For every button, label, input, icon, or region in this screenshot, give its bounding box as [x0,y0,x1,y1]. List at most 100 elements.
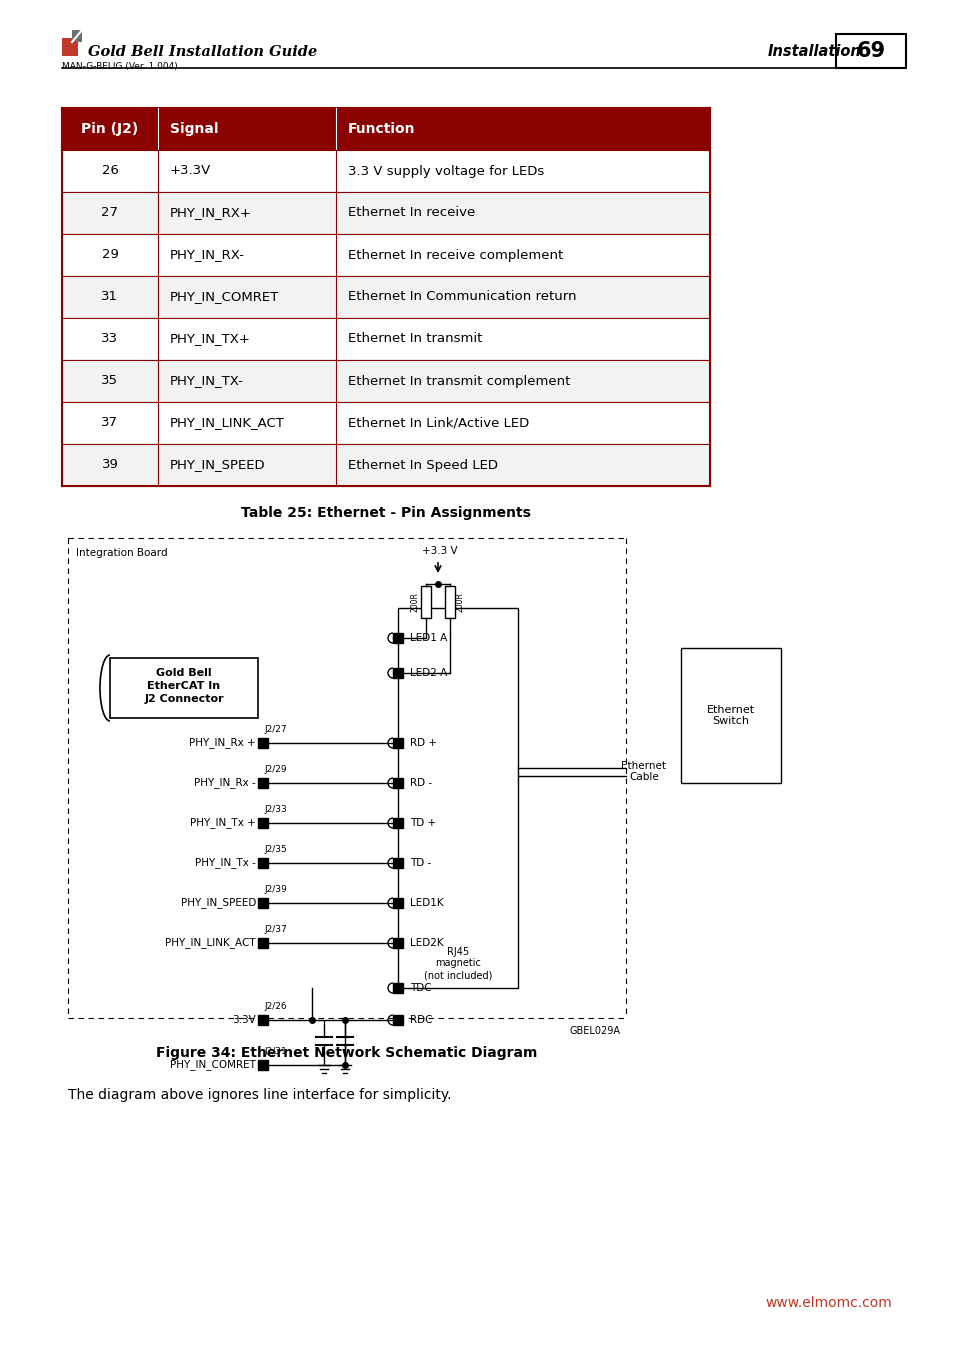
Text: J2/35: J2/35 [264,845,287,855]
Text: Ethernet In Speed LED: Ethernet In Speed LED [348,459,497,471]
FancyBboxPatch shape [257,818,268,828]
Text: PHY_IN_Rx -: PHY_IN_Rx - [194,778,255,788]
FancyBboxPatch shape [257,1015,268,1025]
FancyBboxPatch shape [257,938,268,948]
Text: Ethernet In transmit complement: Ethernet In transmit complement [348,374,570,387]
Text: www.elmomc.com: www.elmomc.com [764,1296,891,1310]
FancyBboxPatch shape [680,648,781,783]
Text: 26: 26 [101,165,118,177]
Text: J2/37: J2/37 [264,925,287,934]
Text: TDC: TDC [410,983,431,994]
FancyBboxPatch shape [393,633,402,643]
FancyBboxPatch shape [393,818,402,828]
Text: Ethernet In transmit: Ethernet In transmit [348,332,482,346]
Text: J2/33: J2/33 [264,805,287,814]
Text: Installation: Installation [767,45,861,59]
FancyBboxPatch shape [62,444,709,486]
Text: 200R: 200R [411,593,419,612]
Text: Function: Function [348,122,416,136]
Text: TD +: TD + [410,818,436,828]
Text: 3.3 V supply voltage for LEDs: 3.3 V supply voltage for LEDs [348,165,544,177]
FancyBboxPatch shape [62,38,78,55]
Text: PHY_IN_RX-: PHY_IN_RX- [170,248,245,262]
FancyBboxPatch shape [110,657,257,718]
Text: Ethernet
Switch: Ethernet Switch [706,705,754,726]
FancyBboxPatch shape [62,108,709,150]
Text: RD +: RD + [410,738,436,748]
FancyBboxPatch shape [420,586,431,618]
Text: PHY_IN_COMRET: PHY_IN_COMRET [170,290,279,304]
Text: Ethernet
Cable: Ethernet Cable [620,761,666,783]
Text: PHY_IN_TX+: PHY_IN_TX+ [170,332,251,346]
Text: Figure 34: Ethernet Network Schematic Diagram: Figure 34: Ethernet Network Schematic Di… [156,1046,537,1060]
Text: PHY_IN_LINK_ACT: PHY_IN_LINK_ACT [170,417,285,429]
Text: LED2 A: LED2 A [410,668,447,678]
Text: EtherCAT In: EtherCAT In [148,680,220,691]
FancyBboxPatch shape [62,234,709,275]
Text: The diagram above ignores line interface for simplicity.: The diagram above ignores line interface… [68,1088,451,1102]
FancyBboxPatch shape [393,938,402,948]
Text: Integration Board: Integration Board [76,548,168,558]
Text: J2/31: J2/31 [264,1048,287,1056]
FancyBboxPatch shape [393,738,402,748]
Text: +3.3 V: +3.3 V [422,545,457,556]
Text: Ethernet In receive complement: Ethernet In receive complement [348,248,563,262]
Text: RJ45
magnetic
(not included): RJ45 magnetic (not included) [423,946,492,980]
Text: Pin (J2): Pin (J2) [81,122,138,136]
Text: J2/29: J2/29 [264,765,286,774]
Text: PHY_IN_SPEED: PHY_IN_SPEED [170,459,265,471]
Text: LED1K: LED1K [410,898,443,909]
Text: Ethernet In receive: Ethernet In receive [348,207,475,220]
Text: Ethernet In Communication return: Ethernet In Communication return [348,290,576,304]
Text: Table 25: Ethernet - Pin Assignments: Table 25: Ethernet - Pin Assignments [241,506,531,520]
Text: 200R: 200R [456,593,464,612]
FancyBboxPatch shape [62,360,709,402]
Text: RD -: RD - [410,778,432,788]
FancyBboxPatch shape [397,608,517,988]
Text: MAN-G-BELIG (Ver. 1.004): MAN-G-BELIG (Ver. 1.004) [62,62,177,72]
Text: +3.3V: +3.3V [170,165,211,177]
Text: J2/39: J2/39 [264,886,287,894]
Text: 39: 39 [101,459,118,471]
Text: Gold Bell: Gold Bell [156,668,212,678]
Text: 29: 29 [101,248,118,262]
Polygon shape [71,30,82,42]
FancyBboxPatch shape [257,778,268,788]
FancyBboxPatch shape [257,1060,268,1071]
Text: PHY_IN_LINK_ACT: PHY_IN_LINK_ACT [165,937,255,949]
FancyBboxPatch shape [62,150,709,192]
Text: J2/27: J2/27 [264,725,286,734]
Text: J2 Connector: J2 Connector [144,694,224,703]
Text: RDC: RDC [410,1015,432,1025]
FancyBboxPatch shape [257,859,268,868]
FancyBboxPatch shape [257,898,268,909]
Text: TD -: TD - [410,859,431,868]
FancyBboxPatch shape [444,586,455,618]
Text: PHY_IN_Tx +: PHY_IN_Tx + [190,818,255,829]
Text: Ethernet In Link/Active LED: Ethernet In Link/Active LED [348,417,529,429]
FancyBboxPatch shape [62,275,709,319]
Text: 69: 69 [856,40,884,61]
Text: Gold Bell Installation Guide: Gold Bell Installation Guide [88,45,317,59]
Text: GBEL029A: GBEL029A [569,1026,620,1035]
Text: 27: 27 [101,207,118,220]
Text: 35: 35 [101,374,118,387]
FancyBboxPatch shape [393,778,402,788]
FancyBboxPatch shape [393,1015,402,1025]
Text: LED1 A: LED1 A [410,633,447,643]
Text: 37: 37 [101,417,118,429]
FancyBboxPatch shape [393,983,402,994]
Text: PHY_IN_Tx -: PHY_IN_Tx - [195,857,255,868]
Text: PHY_IN_SPEED: PHY_IN_SPEED [180,898,255,909]
Text: PHY_IN_COMRET: PHY_IN_COMRET [170,1060,255,1071]
FancyBboxPatch shape [62,402,709,444]
Text: Signal: Signal [170,122,218,136]
Text: LED2K: LED2K [410,938,443,948]
FancyBboxPatch shape [835,34,905,68]
FancyBboxPatch shape [393,668,402,678]
FancyBboxPatch shape [62,319,709,360]
FancyBboxPatch shape [393,898,402,909]
Text: 31: 31 [101,290,118,304]
FancyBboxPatch shape [393,859,402,868]
FancyBboxPatch shape [62,192,709,234]
